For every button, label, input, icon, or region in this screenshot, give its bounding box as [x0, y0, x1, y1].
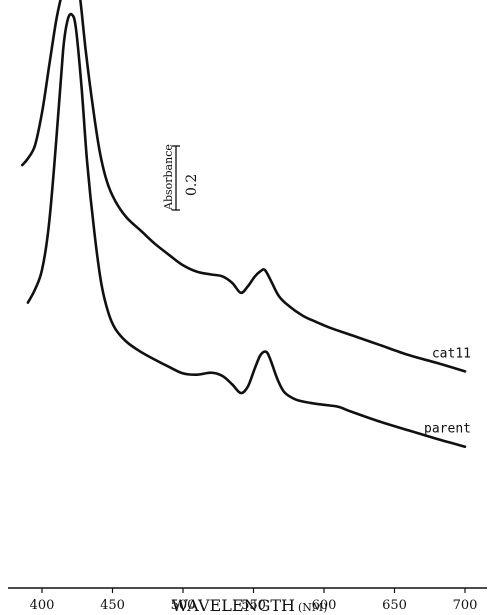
x-tick-label-400: 400 [30, 598, 55, 613]
series-line-parent [26, 12, 467, 448]
x-tick-label-450: 450 [100, 598, 125, 613]
scale-bar-title: Absorbance [162, 144, 175, 211]
series-line-cat11 [21, 0, 467, 373]
series-layer: parent cat11 [21, 0, 471, 448]
x-tick-label-700: 700 [453, 598, 478, 613]
series-label-parent: parent [424, 422, 471, 437]
x-axis: 400 450 500 550 600 650 700 [8, 587, 487, 613]
series-label-cat11: cat11 [432, 346, 471, 361]
x-tick-label-500: 500 [171, 598, 196, 613]
scale-bar-value: 0.2 [184, 174, 200, 196]
x-tick-label-550: 550 [241, 598, 266, 613]
x-axis-unit: (NM) [298, 601, 327, 614]
absorbance-scale-bar: Absorbance 0.2 [162, 144, 200, 211]
x-tick-label-600: 600 [312, 598, 337, 613]
x-tick-label-650: 650 [382, 598, 407, 613]
x-axis-title: WAVELENGTH [172, 596, 295, 615]
